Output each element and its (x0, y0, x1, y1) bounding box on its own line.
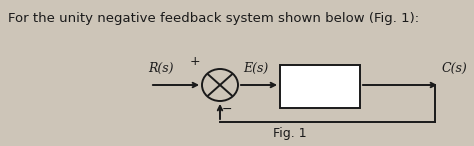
Text: +: + (190, 55, 200, 68)
Text: C(s): C(s) (442, 62, 468, 75)
Text: E(s): E(s) (243, 62, 268, 75)
Text: For the unity negative feedback system shown below (Fig. 1):: For the unity negative feedback system s… (8, 12, 419, 25)
Bar (280, 65, 360, 108)
Text: Fig. 1: Fig. 1 (273, 127, 307, 140)
Text: G(s): G(s) (304, 80, 336, 93)
Text: R(s): R(s) (148, 62, 173, 75)
Text: −: − (222, 103, 233, 116)
